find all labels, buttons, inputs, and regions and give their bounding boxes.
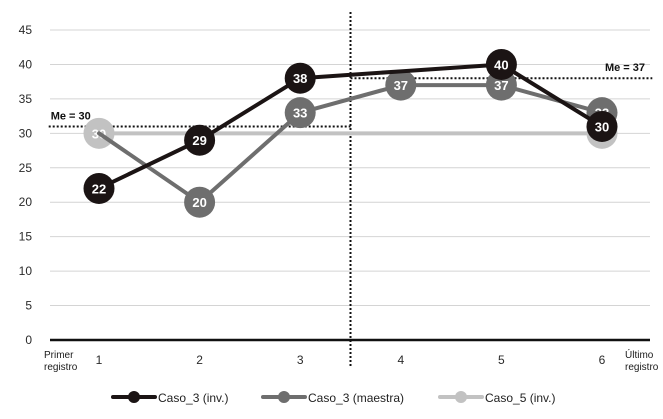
legend: Caso_3 (inv.) Caso_3 (maestra) Caso_5 (inv…: [111, 391, 555, 405]
data-point-label: 37: [494, 78, 508, 93]
data-point-label: 22: [92, 181, 106, 196]
data-point-label: 29: [192, 133, 206, 148]
series-caso-3-maestra: 2033373733: [97, 69, 618, 218]
series-group: 303120333737332229384030: [83, 48, 618, 218]
legend-label: Caso_5 (inv.): [485, 391, 555, 405]
series-line: [97, 62, 604, 191]
y-tick-label: 20: [19, 195, 33, 209]
y-tick-label: 35: [19, 92, 33, 106]
legend-label: Caso_3 (maestra): [308, 391, 404, 405]
data-point: [83, 172, 115, 204]
data-point: [284, 97, 316, 129]
reference-line-label: Me = 30: [51, 110, 91, 122]
y-tick-label: 0: [25, 333, 32, 347]
data-point-label: 37: [394, 78, 408, 93]
legend-swatch-marker: [128, 391, 140, 403]
data-point-label: 38: [293, 71, 307, 86]
x-tick-label: 5: [498, 353, 505, 367]
x-end-label: Último registro: [625, 348, 659, 373]
y-tick-label: 30: [19, 126, 33, 140]
legend-item-caso-5-inv: Caso_5 (inv.): [438, 391, 555, 405]
x-tick-label: 3: [297, 353, 304, 367]
legend-item-caso-3-inv: Caso_3 (inv.): [111, 391, 228, 405]
series-line: [97, 83, 604, 205]
y-tick-label: 5: [25, 299, 32, 313]
legend-swatch-marker: [278, 391, 290, 403]
data-point-label: 33: [293, 106, 307, 121]
y-tick-label: 45: [19, 23, 33, 37]
y-tick-label: 25: [19, 161, 33, 175]
x-end-label-line: Último: [625, 348, 654, 361]
data-point-label: 20: [192, 195, 206, 210]
x-tick-label: 1: [96, 353, 103, 367]
x-start-label-line: Primer: [44, 350, 74, 361]
data-point: [586, 110, 618, 142]
data-point-label: 30: [595, 119, 609, 134]
y-axis-ticks: 0 5 10 15 20 25 30 35 40 45: [19, 23, 33, 347]
data-point: [385, 69, 417, 101]
legend-swatch-marker: [455, 391, 467, 403]
data-point: [284, 62, 316, 94]
data-point: [184, 124, 216, 156]
legend-label: Caso_3 (inv.): [158, 391, 228, 405]
x-tick-label: 6: [599, 353, 606, 367]
series-caso-3-inv: 22 29 38 40 30: [83, 48, 618, 204]
x-start-label-line: registro: [44, 362, 78, 373]
x-end-label-line: registro: [625, 362, 659, 373]
y-tick-label: 15: [19, 230, 33, 244]
x-tick-label: 4: [397, 353, 404, 367]
reference-line-label: Me = 37: [605, 62, 645, 74]
x-tick-label: 2: [196, 353, 203, 367]
y-tick-label: 40: [19, 57, 33, 71]
data-point: [485, 48, 517, 80]
data-point-label: 40: [494, 57, 508, 72]
reference-lines: Me = 30 Me = 37: [48, 12, 653, 368]
y-tick-label: 10: [19, 264, 33, 278]
x-start-label: Primer registro: [44, 350, 78, 373]
data-point: [184, 186, 216, 218]
legend-item-caso-3-maestra: Caso_3 (maestra): [261, 391, 404, 405]
